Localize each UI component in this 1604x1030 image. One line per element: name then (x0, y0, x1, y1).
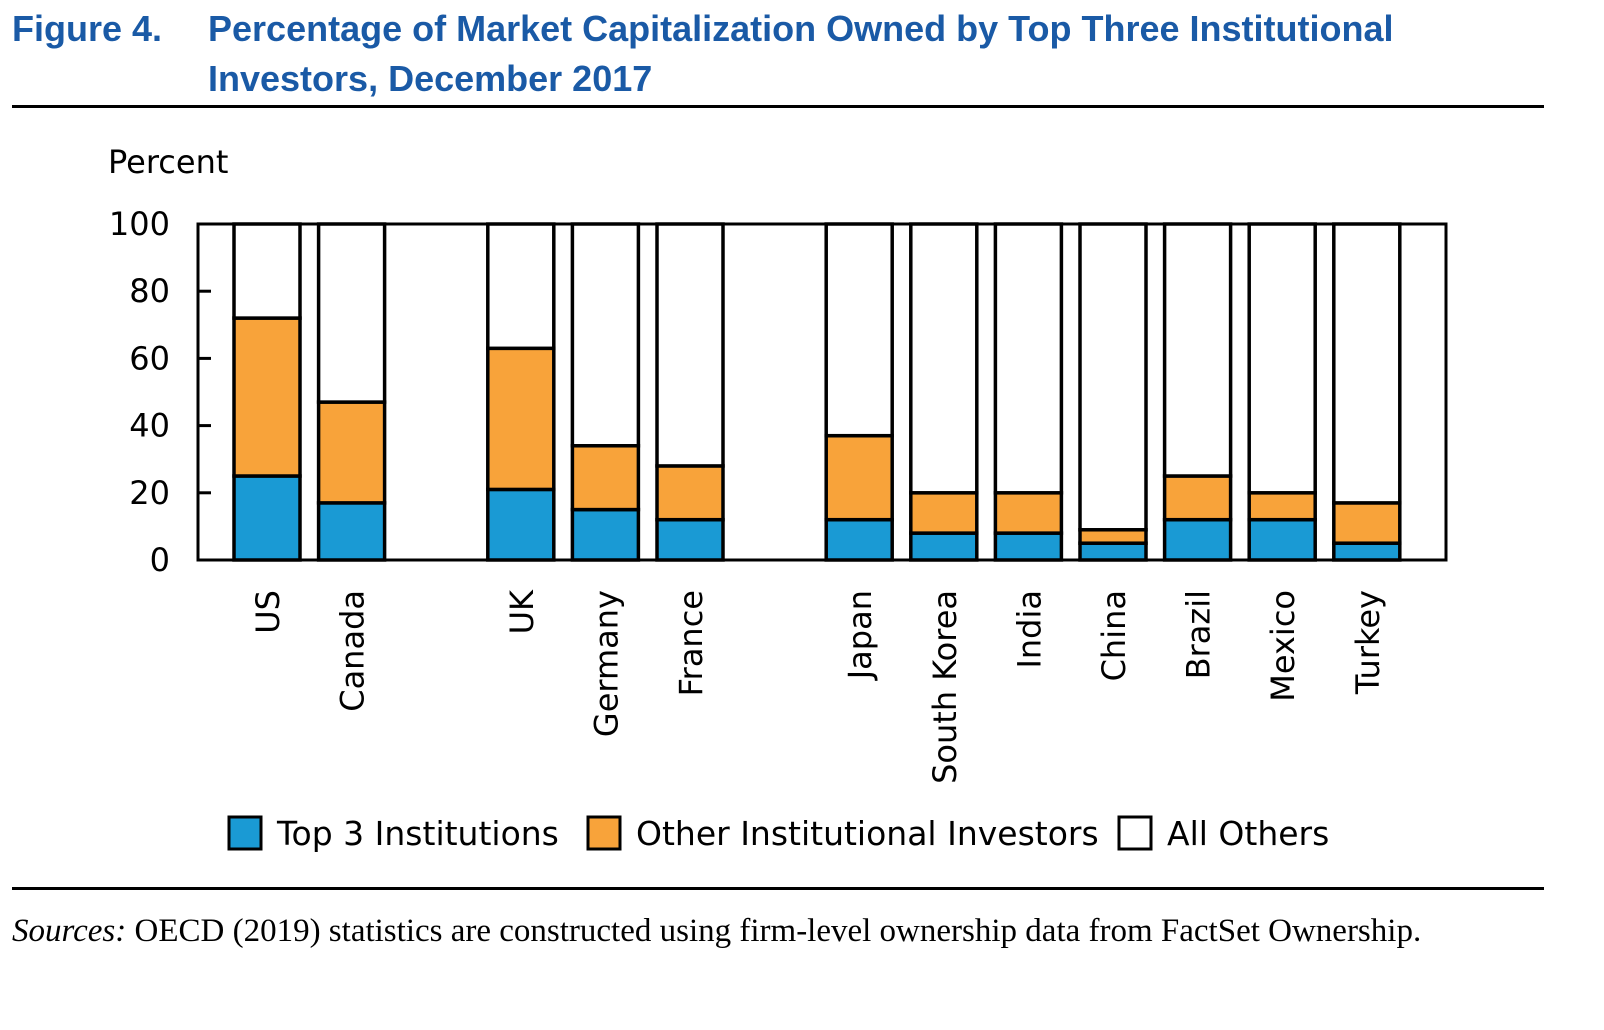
figure-title: Percentage of Market Capitalization Owne… (208, 8, 1394, 99)
legend: Top 3 Institutions Other Institutional In… (227, 814, 1329, 853)
bar-segment-all-others (824, 222, 894, 438)
bar-segment-other-institutional-investors (909, 491, 979, 535)
bar-segment-other-institutional-investors (316, 400, 387, 505)
legend-label: Top 3 Institutions (276, 814, 559, 853)
x-tick-label: US (249, 590, 287, 634)
legend-label: Other Institutional Investors (636, 814, 1099, 853)
y-tick-label: 60 (129, 339, 170, 377)
plot-frame (196, 222, 1448, 562)
x-tick-label: China (1095, 590, 1133, 681)
legend-label: All Others (1167, 814, 1329, 853)
source-label: Sources: (12, 913, 127, 949)
x-tick-label: South Korea (926, 590, 964, 784)
bar-segment-top-3-institutions (570, 507, 641, 562)
bar-segment-top-3-institutions (909, 531, 979, 562)
bar-segment-other-institutional-investors (993, 491, 1064, 535)
bar-segment-top-3-institutions (316, 501, 387, 562)
y-axis: 0 20 40 60 80 100 (109, 205, 211, 579)
legend-swatch (227, 815, 263, 851)
bar-segment-all-others (486, 222, 556, 351)
bar-segment-top-3-institutions (486, 487, 556, 562)
x-tick-label: Canada (334, 590, 372, 712)
bar-segment-other-institutional-investors (232, 316, 302, 478)
source-text: OECD (2019) statistics are constructed u… (134, 913, 1422, 949)
bar-segment-other-institutional-investors (1247, 491, 1317, 522)
top-rule (12, 105, 1544, 108)
bar-segment-all-others (1247, 222, 1317, 495)
bar-segment-top-3-institutions (1247, 517, 1317, 562)
bar-segment-all-others (316, 222, 387, 404)
bar-segment-other-institutional-investors (655, 464, 725, 522)
bar-segment-all-others (909, 222, 979, 495)
bar-segment-other-institutional-investors (1332, 501, 1402, 545)
x-tick-label: Turkey (1349, 590, 1387, 695)
bar-segment-top-3-institutions (655, 517, 725, 562)
bar-segment-other-institutional-investors (486, 346, 556, 492)
source-note: Sources: OECD (2019) statistics are cons… (12, 908, 1544, 954)
bar-segment-other-institutional-investors (824, 433, 894, 522)
y-tick-label: 80 (129, 272, 170, 310)
x-tick-label: France (672, 590, 710, 696)
x-tick-label: Brazil (1180, 590, 1218, 679)
figure-number: Figure 4. (12, 8, 163, 49)
stacked-bar-chart: Percent 0 20 40 60 80 100 US Canada UK Germany Fr… (108, 143, 1448, 853)
bar-segment-all-others (570, 222, 641, 448)
y-tick-label: 40 (129, 407, 170, 445)
bar-segment-top-3-institutions (232, 474, 302, 562)
bar-segment-all-others (232, 222, 302, 320)
bar-segment-other-institutional-investors (1078, 528, 1148, 545)
y-tick-label: 20 (129, 474, 170, 512)
bar-segment-top-3-institutions (993, 531, 1064, 562)
x-tick-label: Japan (841, 590, 879, 681)
y-tick-label: 100 (109, 205, 170, 243)
legend-swatch (586, 815, 622, 851)
bar-segment-other-institutional-investors (1162, 474, 1233, 522)
bar-segment-top-3-institutions (824, 517, 894, 562)
bar-segment-top-3-institutions (1162, 517, 1233, 562)
y-tick-label: 0 (150, 541, 170, 579)
bar-segment-all-others (993, 222, 1064, 495)
x-tick-label: India (1010, 590, 1048, 669)
bars (232, 222, 1402, 562)
bar-segment-all-others (1162, 222, 1233, 478)
bar-segment-all-others (655, 222, 725, 468)
bar-segment-all-others (1332, 222, 1402, 505)
x-tick-label: Mexico (1264, 590, 1302, 702)
bottom-rule (12, 887, 1544, 890)
x-tick-label: Germany (587, 590, 625, 737)
bar-segment-other-institutional-investors (570, 444, 641, 512)
y-axis-label: Percent (108, 143, 228, 181)
bar-segment-top-3-institutions (1332, 541, 1402, 562)
legend-swatch (1117, 815, 1153, 851)
x-axis-labels: US Canada UK Germany France Japan South Korea I… (249, 589, 1387, 784)
bar-segment-all-others (1078, 222, 1148, 532)
x-tick-label: UK (503, 589, 541, 634)
bar-segment-top-3-institutions (1078, 541, 1148, 562)
